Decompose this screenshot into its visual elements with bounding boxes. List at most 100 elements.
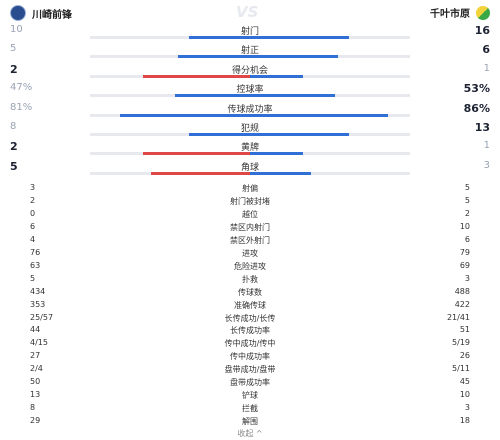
home-bar-track bbox=[90, 36, 250, 39]
away-value: 13 bbox=[474, 121, 490, 134]
away-team-name: 千叶市原 bbox=[430, 9, 470, 20]
stat-label: 传中成功率 bbox=[230, 352, 270, 362]
stat-label: 危险进攻 bbox=[234, 261, 266, 271]
away-value: 45 bbox=[459, 377, 470, 387]
home-value: 5 bbox=[30, 273, 36, 283]
stat-row: 13 铲球 10 bbox=[0, 387, 500, 403]
away-value: 21/41 bbox=[446, 312, 470, 322]
collapse-button[interactable]: 收起 ^ bbox=[237, 429, 263, 438]
away-team-logo bbox=[476, 5, 490, 20]
away-bar-fill bbox=[250, 74, 303, 78]
stat-label: 犯规 bbox=[240, 124, 259, 134]
away-value: 3 bbox=[464, 403, 470, 413]
home-value: 76 bbox=[30, 247, 41, 257]
home-team[interactable]: 川崎前锋 bbox=[10, 5, 72, 21]
home-bar-track bbox=[90, 55, 250, 59]
stat-row: 25/57 长传成功/长传 21/41 bbox=[0, 310, 500, 326]
home-value: 353 bbox=[30, 299, 46, 309]
stat-label: 传球数 bbox=[238, 287, 262, 297]
away-bar-fill bbox=[250, 152, 303, 156]
stat-row: 29 解围 18 bbox=[0, 413, 500, 429]
home-value: 4/15 bbox=[30, 338, 48, 348]
stat-row: 50 盘带成功率 45 bbox=[0, 374, 500, 390]
home-bar-track bbox=[90, 113, 250, 117]
stat-label: 解围 bbox=[242, 417, 258, 427]
home-bar-fill bbox=[150, 171, 250, 175]
away-bar-fill bbox=[250, 94, 335, 98]
stat-row: 2/4 盘带成功/盘带 5/11 bbox=[0, 361, 500, 377]
stat-label: 越位 bbox=[242, 209, 258, 219]
stat-label: 禁区内射门 bbox=[230, 222, 270, 232]
match-header: 川崎前锋 VS 千叶市原 bbox=[0, 0, 500, 24]
away-bar-track bbox=[250, 152, 410, 156]
bar-stat-row: 8 犯规 13 bbox=[0, 120, 500, 139]
away-value: 3 bbox=[464, 273, 470, 283]
home-value: 4 bbox=[30, 234, 36, 244]
home-value: 47% bbox=[10, 82, 33, 94]
stat-label: 角球 bbox=[240, 162, 259, 173]
stat-label: 控球率 bbox=[236, 85, 264, 96]
stat-label: 进攻 bbox=[242, 248, 258, 258]
away-bar-fill bbox=[250, 113, 388, 117]
away-value: 10 bbox=[459, 390, 470, 400]
stat-label: 得分机会 bbox=[231, 65, 268, 76]
home-bar-track bbox=[90, 74, 250, 78]
stat-label: 扑救 bbox=[242, 274, 258, 284]
home-value: 13 bbox=[30, 390, 41, 400]
away-value: 51 bbox=[459, 325, 470, 335]
home-value: 5 bbox=[10, 159, 18, 173]
home-team-name: 川崎前锋 bbox=[32, 9, 72, 21]
away-bar-fill bbox=[250, 36, 350, 39]
away-value: 69 bbox=[459, 260, 470, 270]
away-value: 1 bbox=[483, 62, 490, 74]
away-value: 5 bbox=[464, 183, 470, 192]
away-value: 5/11 bbox=[452, 364, 470, 374]
stat-row: 6 禁区内射门 10 bbox=[0, 219, 500, 235]
home-value: 25/57 bbox=[30, 312, 54, 322]
home-bar-track bbox=[90, 133, 250, 136]
stat-row: 63 危险进攻 69 bbox=[0, 258, 500, 274]
away-value: 3 bbox=[483, 159, 490, 171]
home-bar-fill bbox=[142, 152, 250, 156]
home-value: 2 bbox=[10, 140, 18, 154]
stat-row: 5 扑救 3 bbox=[0, 271, 500, 287]
away-value: 86% bbox=[463, 101, 490, 115]
away-bar-track bbox=[250, 36, 410, 39]
home-value: 10 bbox=[10, 24, 23, 35]
away-value: 79 bbox=[459, 247, 470, 257]
away-value: 18 bbox=[459, 416, 470, 426]
home-bar-track bbox=[90, 171, 250, 175]
stat-label: 铲球 bbox=[242, 391, 258, 401]
away-value: 6 bbox=[482, 43, 490, 57]
stat-label: 长传成功/长传 bbox=[224, 313, 276, 323]
home-value: 5 bbox=[10, 43, 17, 55]
bar-stat-row: 81% 传球成功率 86% bbox=[0, 101, 500, 120]
away-value: 5/19 bbox=[452, 338, 470, 348]
home-bar-fill bbox=[142, 74, 250, 78]
away-team[interactable]: 千叶市原 bbox=[430, 5, 490, 20]
home-value: 81% bbox=[10, 101, 33, 113]
stat-row: 44 长传成功率 51 bbox=[0, 322, 500, 338]
away-bar-track bbox=[250, 55, 410, 59]
home-value: 8 bbox=[10, 121, 17, 132]
home-value: 27 bbox=[30, 351, 41, 361]
away-bar-track bbox=[250, 74, 410, 78]
stat-row: 434 传球数 488 bbox=[0, 284, 500, 300]
home-value: 63 bbox=[30, 260, 41, 270]
away-bar-track bbox=[250, 94, 410, 98]
home-value: 6 bbox=[30, 221, 36, 231]
stat-label: 射正 bbox=[240, 46, 259, 57]
home-bar-fill bbox=[189, 133, 250, 136]
home-bar-track bbox=[90, 152, 250, 156]
home-value: 3 bbox=[30, 183, 36, 192]
home-value: 434 bbox=[30, 286, 46, 296]
stat-label: 射门被封堵 bbox=[230, 196, 270, 206]
vs-label: VS bbox=[236, 3, 259, 21]
stat-row: 4 禁区外射门 6 bbox=[0, 232, 500, 248]
away-value: 16 bbox=[474, 24, 490, 37]
bar-stat-row: 10 射门 16 bbox=[0, 23, 500, 42]
stat-label: 拦截 bbox=[242, 404, 258, 414]
away-value: 2 bbox=[464, 208, 470, 218]
home-bar-fill bbox=[120, 113, 250, 117]
home-bar-fill bbox=[189, 36, 250, 39]
